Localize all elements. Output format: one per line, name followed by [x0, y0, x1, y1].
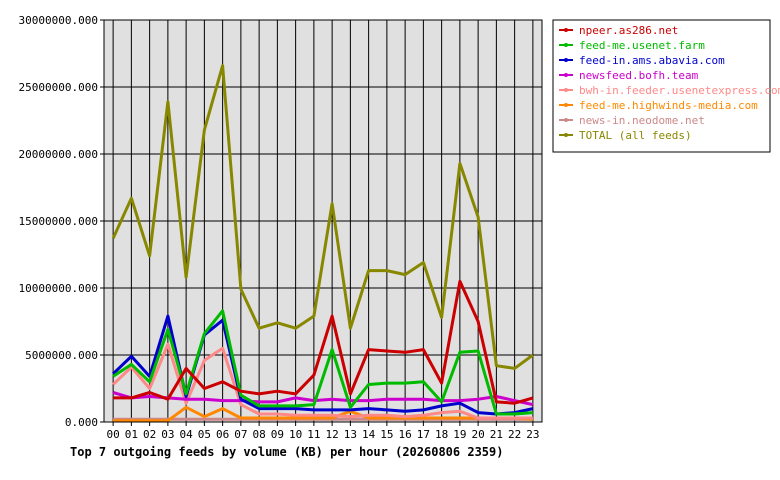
x-tick-label: 18 [435, 428, 448, 441]
y-tick-label: 30000000.000 [19, 14, 98, 27]
series-line-7 [111, 64, 534, 370]
legend-label: feed-me.usenet.farm [579, 39, 705, 52]
x-tick-label: 00 [107, 428, 120, 441]
x-tick-label: 05 [198, 428, 211, 441]
legend-label: feed-me.highwinds-media.com [579, 99, 758, 112]
x-tick-label: 10 [289, 428, 302, 441]
legend-label: newsfeed.bofh.team [579, 69, 699, 82]
x-tick-label: 19 [453, 428, 466, 441]
chart-legend: npeer.as286.net feed-me.usenet.farm feed-i… [552, 19, 780, 153]
x-tick-label: 01 [125, 428, 138, 441]
x-tick-label: 09 [271, 428, 284, 441]
x-tick-label: 06 [216, 428, 229, 441]
x-tick-label: 07 [234, 428, 247, 441]
x-tick-label: 20 [472, 428, 485, 441]
series-line-3 [112, 391, 534, 407]
x-tick-label: 15 [380, 428, 393, 441]
legend-label: TOTAL (all feeds) [579, 129, 692, 142]
x-tick-label: 03 [161, 428, 174, 441]
legend-label: news-in.neodome.net [579, 114, 705, 127]
legend-marker [564, 133, 568, 137]
legend-marker [564, 88, 568, 92]
series-line-5 [113, 405, 534, 423]
series-line-1 [112, 309, 534, 416]
legend-marker [564, 103, 568, 107]
x-tick-label: 16 [399, 428, 412, 441]
legend-marker [564, 28, 568, 32]
plot-frame [103, 19, 543, 423]
x-tick-label: 13 [344, 428, 357, 441]
legend-label: feed-in.ams.abavia.com [579, 54, 725, 67]
x-tick-label: 22 [508, 428, 521, 441]
x-tick-label: 23 [526, 428, 539, 441]
x-tick-label: 02 [143, 428, 156, 441]
x-tick-label: 12 [326, 428, 339, 441]
series-line-0 [113, 279, 534, 405]
x-tick-label: 08 [253, 428, 266, 441]
y-tick-label: 20000000.000 [19, 148, 98, 161]
legend-marker [564, 73, 568, 77]
series-line-4 [112, 342, 533, 420]
x-tick-label: 21 [490, 428, 503, 441]
legend-marker [564, 118, 568, 122]
x-tick-label: 04 [180, 428, 194, 441]
chart-title: Top 7 outgoing feeds by volume (KB) per … [70, 445, 503, 459]
x-tick-label: 14 [362, 428, 376, 441]
legend-marker [564, 43, 568, 47]
legend-marker [564, 58, 568, 62]
x-tick-label: 11 [307, 428, 320, 441]
x-tick-label: 17 [417, 428, 430, 441]
y-tick-label: 25000000.000 [19, 81, 98, 94]
legend-label: npeer.as286.net [579, 24, 678, 37]
legend-box [552, 19, 771, 153]
y-tick-label: 15000000.000 [19, 215, 98, 228]
legend-label: bwh-in.feeder.usenetexpress.com [579, 84, 780, 97]
y-tick-label: 10000000.000 [19, 282, 98, 295]
y-tick-label: 0.000 [65, 416, 98, 429]
y-tick-label: 5000000.000 [25, 349, 98, 362]
